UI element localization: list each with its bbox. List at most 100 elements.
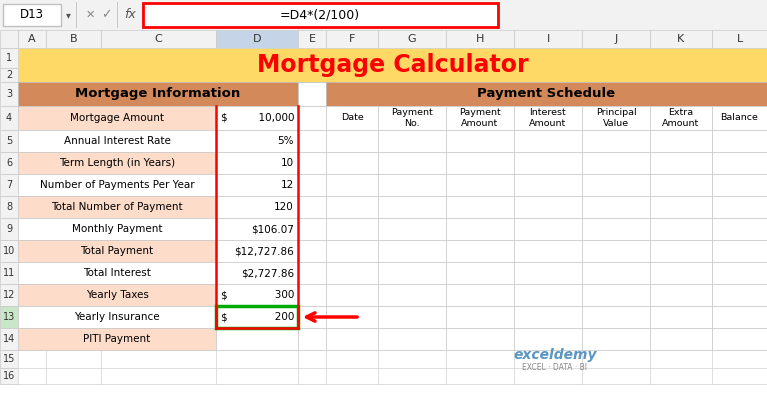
Bar xyxy=(514,130,582,152)
Text: 11: 11 xyxy=(3,268,15,278)
Bar xyxy=(0,196,18,218)
Bar xyxy=(0,240,18,262)
Bar xyxy=(0,130,18,152)
Bar xyxy=(582,306,650,328)
Bar xyxy=(298,152,326,174)
Bar xyxy=(0,174,18,196)
Bar xyxy=(582,284,650,306)
Bar xyxy=(446,174,514,196)
Text: Mortgage Calculator: Mortgage Calculator xyxy=(257,53,528,77)
Bar xyxy=(650,306,712,328)
Bar xyxy=(18,48,767,384)
Text: $2,727.86: $2,727.86 xyxy=(241,268,294,278)
Bar xyxy=(650,130,712,152)
Bar xyxy=(712,306,767,328)
Bar xyxy=(0,106,18,130)
Text: 10: 10 xyxy=(3,246,15,256)
Bar xyxy=(326,328,378,350)
Bar xyxy=(216,240,298,262)
Bar xyxy=(514,284,582,306)
Bar xyxy=(378,30,446,48)
Bar xyxy=(18,306,216,328)
Text: G: G xyxy=(408,34,416,44)
Bar xyxy=(712,218,767,240)
Bar xyxy=(326,130,378,152)
Bar xyxy=(0,152,18,174)
Text: Mortgage Information: Mortgage Information xyxy=(75,87,241,101)
Text: K: K xyxy=(677,34,685,44)
Bar xyxy=(650,262,712,284)
Text: 8: 8 xyxy=(6,202,12,212)
Bar xyxy=(18,48,767,82)
Bar xyxy=(378,152,446,174)
Bar xyxy=(582,174,650,196)
Text: ▾: ▾ xyxy=(65,10,71,20)
Bar xyxy=(446,152,514,174)
Bar xyxy=(514,106,582,130)
Bar xyxy=(18,328,216,350)
Bar xyxy=(216,152,298,174)
Text: Interest
Amount: Interest Amount xyxy=(529,108,567,128)
Bar xyxy=(712,284,767,306)
Bar xyxy=(326,218,378,240)
Text: Number of Payments Per Year: Number of Payments Per Year xyxy=(40,180,194,190)
Bar xyxy=(650,152,712,174)
Bar xyxy=(514,196,582,218)
Bar xyxy=(712,174,767,196)
Bar xyxy=(378,130,446,152)
Text: Total Number of Payment: Total Number of Payment xyxy=(51,202,183,212)
Bar xyxy=(0,350,18,368)
Bar xyxy=(18,82,298,106)
Text: Payment
No.: Payment No. xyxy=(391,108,433,128)
Bar xyxy=(582,240,650,262)
Bar xyxy=(514,306,582,328)
Bar xyxy=(712,152,767,174)
Text: $: $ xyxy=(220,290,226,300)
Text: EXCEL · DATA · BI: EXCEL · DATA · BI xyxy=(522,363,588,373)
Bar xyxy=(650,218,712,240)
Text: 1: 1 xyxy=(6,53,12,63)
Text: Payment Schedule: Payment Schedule xyxy=(477,87,616,101)
Text: ✕: ✕ xyxy=(85,10,94,20)
Text: I: I xyxy=(546,34,550,44)
Bar xyxy=(712,30,767,48)
Bar xyxy=(650,106,712,130)
Text: 16: 16 xyxy=(3,371,15,381)
Bar xyxy=(650,240,712,262)
Text: Balance: Balance xyxy=(720,113,759,122)
Bar xyxy=(298,328,326,350)
Text: Total Interest: Total Interest xyxy=(83,268,151,278)
Text: 5%: 5% xyxy=(278,136,294,146)
Bar xyxy=(650,196,712,218)
Bar xyxy=(326,82,767,106)
Text: 4: 4 xyxy=(6,113,12,123)
Text: $: $ xyxy=(220,113,226,123)
Bar xyxy=(446,218,514,240)
Text: 13: 13 xyxy=(3,312,15,322)
Text: 9: 9 xyxy=(6,224,12,234)
Text: H: H xyxy=(476,34,484,44)
Bar xyxy=(378,240,446,262)
Bar xyxy=(378,328,446,350)
Bar xyxy=(0,68,18,82)
Bar xyxy=(298,284,326,306)
Bar xyxy=(514,218,582,240)
Text: J: J xyxy=(614,34,617,44)
Bar xyxy=(216,218,298,240)
Bar xyxy=(514,262,582,284)
Text: Monthly Payment: Monthly Payment xyxy=(72,224,163,234)
Bar xyxy=(326,284,378,306)
Bar xyxy=(712,106,767,130)
Bar xyxy=(0,48,18,68)
Bar xyxy=(101,30,216,48)
Bar xyxy=(18,196,216,218)
Bar xyxy=(298,306,326,328)
Bar xyxy=(582,262,650,284)
Bar xyxy=(18,262,216,284)
Bar xyxy=(514,328,582,350)
Text: 14: 14 xyxy=(3,334,15,344)
Text: 6: 6 xyxy=(6,158,12,168)
Bar xyxy=(446,240,514,262)
Bar xyxy=(326,174,378,196)
Text: 3: 3 xyxy=(6,89,12,99)
